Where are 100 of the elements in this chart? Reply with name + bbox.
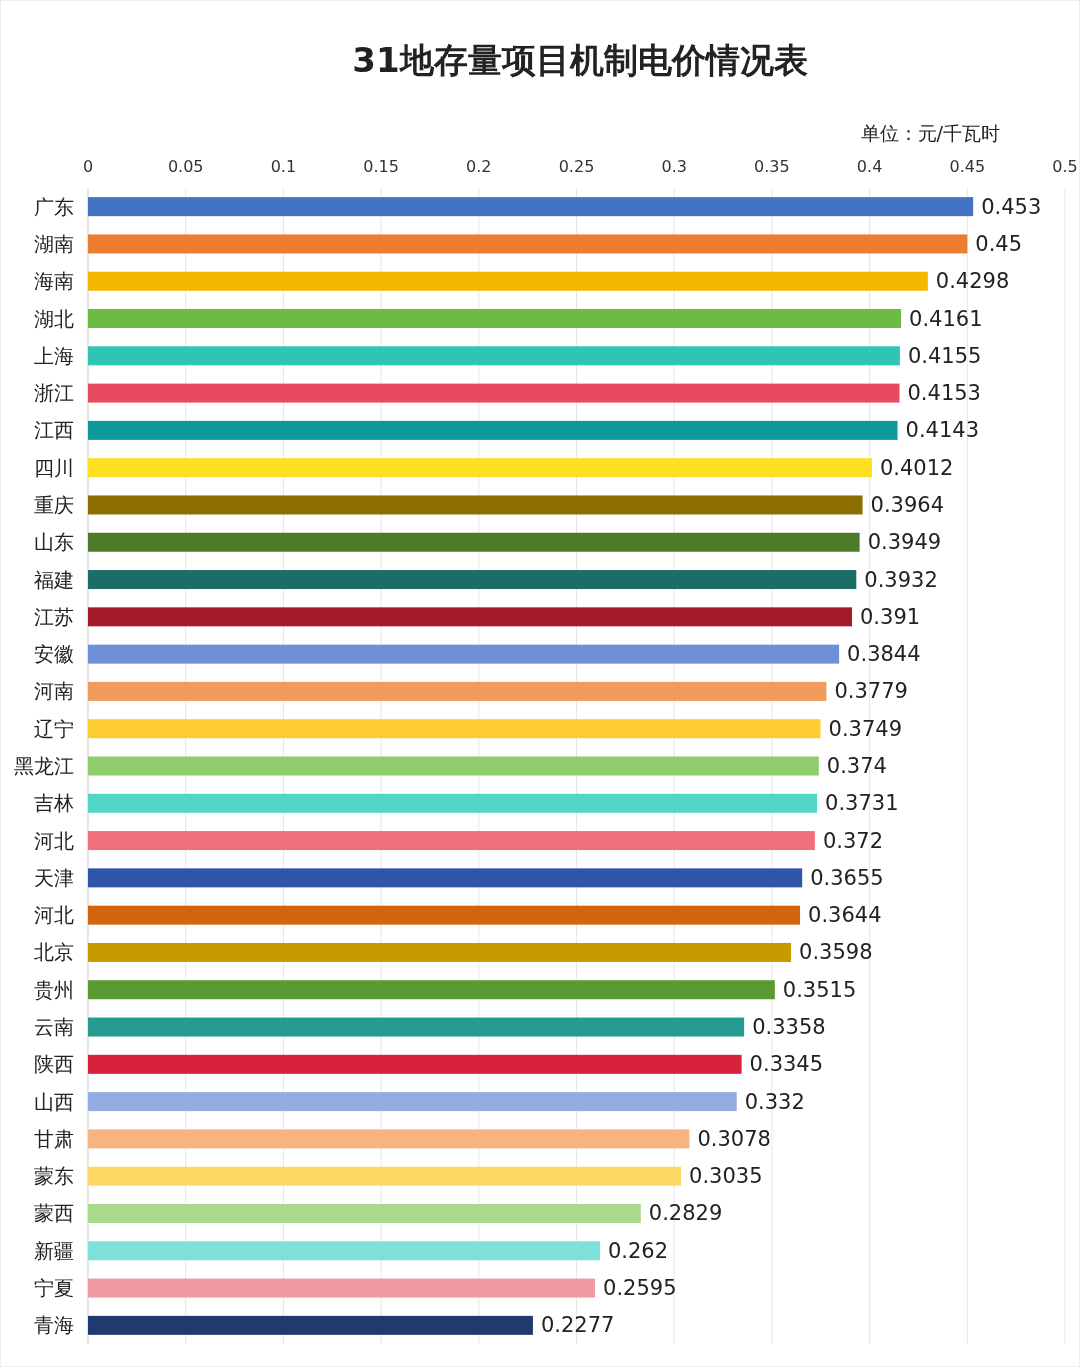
bar (88, 719, 821, 739)
bar (88, 420, 898, 440)
bar (88, 980, 775, 1000)
y-tick-label: 海南 (34, 269, 74, 294)
bar (88, 1017, 745, 1037)
bar (88, 532, 860, 552)
y-tick-label: 湖北 (34, 306, 74, 331)
y-tick-label: 河北 (34, 903, 74, 928)
bar (88, 1241, 600, 1261)
y-tick-label: 湖南 (34, 231, 74, 256)
data-label: 0.3655 (810, 865, 884, 890)
data-label: 0.2595 (603, 1276, 677, 1301)
y-tick-label: 陕西 (34, 1052, 74, 1077)
bar (88, 458, 872, 478)
bar (88, 1278, 596, 1298)
text: 单位：元/千瓦时 (860, 122, 1000, 144)
data-label: 0.4012 (879, 455, 954, 480)
bar (88, 942, 792, 962)
x-tick-label: 0.25 (558, 157, 595, 176)
y-tick-label: 蒙西 (34, 1201, 74, 1226)
x-tick-label: 0.35 (754, 157, 790, 176)
data-label: 0.4153 (907, 381, 981, 406)
data-label: 0.4155 (907, 343, 982, 368)
data-label: 0.3078 (697, 1126, 771, 1151)
x-tick-label: 0.1 (270, 157, 297, 176)
bar (88, 309, 902, 329)
data-label: 0.2277 (540, 1313, 615, 1338)
y-tick-label: 云南 (34, 1015, 74, 1040)
data-label: 0.3515 (782, 977, 857, 1002)
bar (88, 607, 853, 627)
y-tick-label: 山东 (34, 530, 74, 555)
bar (88, 234, 968, 254)
data-label: 0.3598 (799, 940, 873, 965)
data-label: 0.3358 (752, 1015, 826, 1040)
y-tick-label: 江西 (34, 418, 74, 443)
bar (88, 1203, 641, 1223)
x-tick-label: 0.15 (363, 157, 399, 176)
y-tick-label: 青海 (34, 1313, 74, 1338)
y-tick-label: 安徽 (34, 642, 74, 667)
y-tick-label: 辽宁 (34, 716, 74, 741)
x-tick-label: 0.45 (949, 157, 986, 176)
bar (88, 197, 974, 217)
bar (88, 570, 857, 590)
y-tick-label: 蒙东 (34, 1164, 74, 1189)
y-tick-label: 重庆 (34, 492, 74, 517)
x-tick-label: 0.3 (661, 157, 687, 176)
y-tick-label: 吉林 (34, 791, 74, 816)
data-label: 0.3949 (867, 530, 942, 555)
bar (88, 1166, 682, 1186)
y-tick-label: 宁夏 (34, 1276, 74, 1301)
data-label: 0.3731 (825, 791, 899, 816)
y-tick-label: 天津 (34, 865, 74, 890)
y-tick-label: 广东 (34, 194, 74, 219)
y-tick-label: 福建 (34, 567, 74, 592)
bar (88, 681, 827, 701)
bar (88, 756, 819, 776)
data-label: 0.332 (744, 1089, 805, 1114)
y-tick-label: 黑龙江 (14, 754, 74, 778)
y-tick-label: 北京 (34, 940, 74, 965)
y-tick-label: 河北 (34, 828, 74, 853)
bar (88, 271, 928, 291)
bar (88, 1129, 690, 1149)
bar (88, 1315, 533, 1335)
data-label: 0.3779 (834, 679, 908, 704)
bar (88, 1092, 737, 1112)
y-tick-label: 上海 (34, 343, 74, 368)
bar (88, 868, 803, 888)
data-label: 0.262 (607, 1238, 669, 1263)
data-label: 0.3749 (828, 716, 903, 741)
data-label: 0.3844 (847, 642, 921, 667)
bar (88, 793, 818, 813)
y-tick-label: 四川 (34, 455, 74, 480)
data-label: 0.3964 (870, 492, 945, 517)
x-tick-label: 0.4 (856, 157, 883, 176)
y-tick-label: 浙江 (34, 381, 74, 406)
data-label: 0.4143 (905, 418, 980, 443)
y-tick-label: 江苏 (34, 604, 74, 629)
x-tick-label: 0 (82, 157, 94, 176)
x-tick-label: 0.2 (466, 157, 492, 176)
bar (88, 1054, 742, 1074)
bar (88, 495, 863, 515)
data-label: 0.453 (981, 194, 1042, 219)
data-label: 0.391 (860, 604, 921, 629)
data-label: 0.4298 (935, 269, 1010, 294)
y-tick-label: 山西 (34, 1089, 74, 1114)
x-tick-label: 0.5 (1052, 157, 1078, 176)
data-label: 0.45 (975, 231, 1023, 256)
y-tick-label: 新疆 (34, 1238, 74, 1263)
x-tick-label: 0.05 (167, 157, 204, 176)
data-label: 0.374 (826, 754, 887, 778)
chart-title: 31地存量项目机制电价情况表 (352, 40, 808, 80)
data-label: 0.372 (822, 828, 884, 853)
data-label: 0.3644 (808, 903, 882, 928)
data-label: 0.3035 (689, 1164, 763, 1189)
data-label: 0.3932 (864, 567, 938, 592)
bar (88, 346, 900, 366)
bar (88, 383, 900, 403)
bar (88, 905, 801, 925)
bar (88, 831, 815, 851)
y-tick-label: 甘肃 (34, 1126, 74, 1151)
